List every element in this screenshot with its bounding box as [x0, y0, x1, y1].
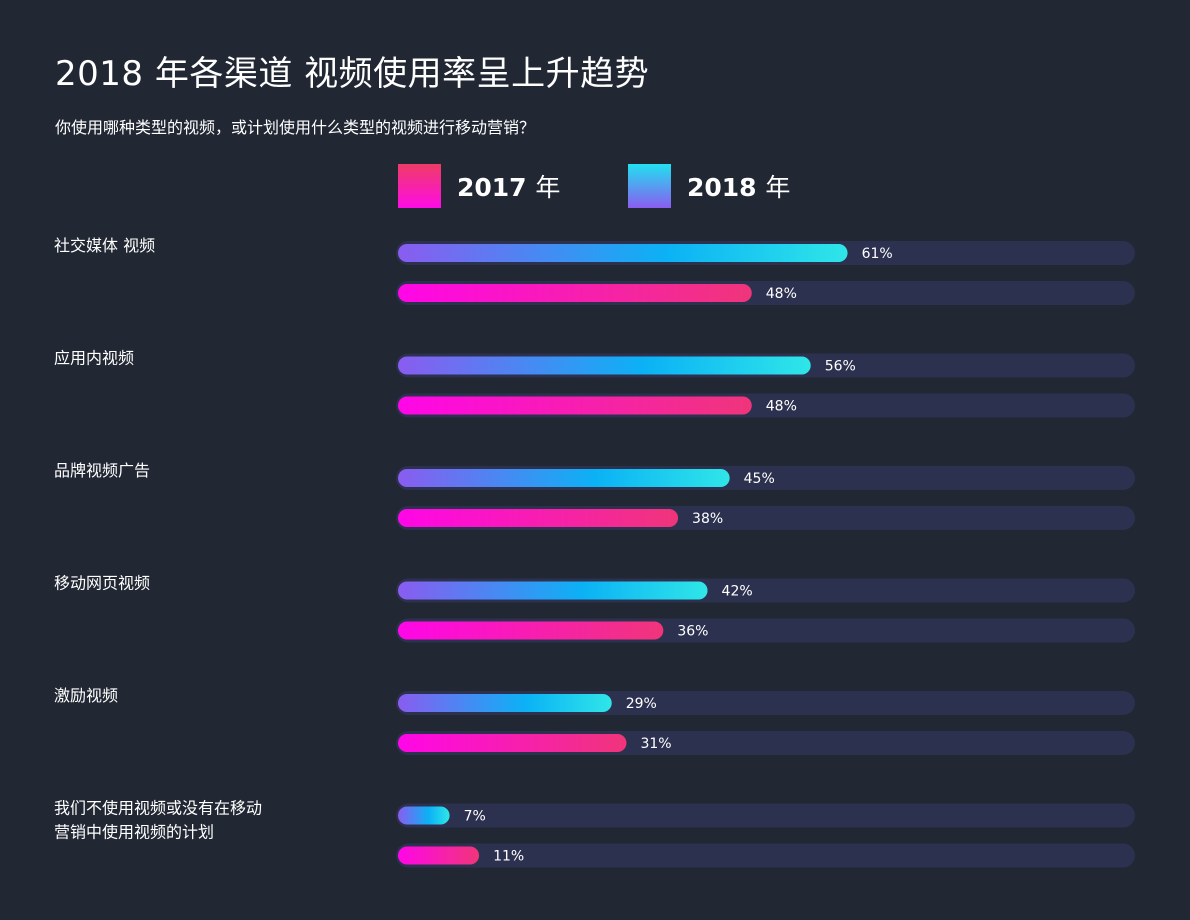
- data-label-2018: 56%: [825, 359, 856, 375]
- data-label-2018: 42%: [722, 584, 753, 600]
- bar-2018: [398, 694, 612, 712]
- bar-2018: [398, 356, 811, 375]
- category-label: 品牌视频广告: [54, 461, 150, 480]
- bar-2017: [398, 396, 752, 415]
- data-label-2018: 45%: [744, 471, 775, 487]
- bar-2017: [398, 734, 627, 752]
- data-label-2017: 48%: [766, 399, 797, 415]
- bar-2018: [398, 581, 708, 600]
- data-label-2017: 31%: [640, 736, 671, 752]
- category-label: 应用内视频: [54, 349, 134, 368]
- category-label: 激励视频: [54, 686, 118, 705]
- bar-2017: [398, 509, 679, 527]
- data-label-2017: 48%: [766, 286, 797, 302]
- bar-2018: [398, 469, 730, 487]
- legend-item-2018: 2018 年: [628, 164, 790, 208]
- bar-2017: [398, 846, 480, 865]
- bar-track: [396, 843, 1135, 868]
- legend-swatch-2018: [628, 164, 671, 208]
- bar-2018: [398, 244, 848, 262]
- data-label-2018: 61%: [862, 246, 893, 262]
- data-label-2017: 11%: [493, 849, 524, 865]
- legend-label-2018: 2018 年: [687, 173, 791, 202]
- bar-track: [396, 803, 1135, 828]
- category-label: 移动网页视频: [54, 574, 150, 593]
- bar-2017: [398, 621, 664, 640]
- legend-item-2017: 2017 年: [398, 164, 560, 208]
- bar-2017: [398, 284, 752, 302]
- category-label: 社交媒体 视频: [54, 236, 155, 255]
- data-label-2017: 38%: [692, 511, 723, 527]
- data-label-2018: 29%: [626, 696, 657, 712]
- data-label-2018: 7%: [464, 809, 486, 825]
- bar-2018: [398, 806, 450, 825]
- chart-title: 2018 年各渠道 视频使用率呈上升趋势: [55, 54, 650, 94]
- legend-swatch-2017: [398, 164, 441, 208]
- data-label-2017: 36%: [677, 624, 708, 640]
- category-label: 我们不使用视频或没有在移动营销中使用视频的计划: [54, 799, 262, 842]
- chart-subtitle: 你使用哪种类型的视频，或计划使用什么类型的视频进行移动营销？: [55, 118, 536, 137]
- legend-label-2017: 2017 年: [457, 173, 561, 202]
